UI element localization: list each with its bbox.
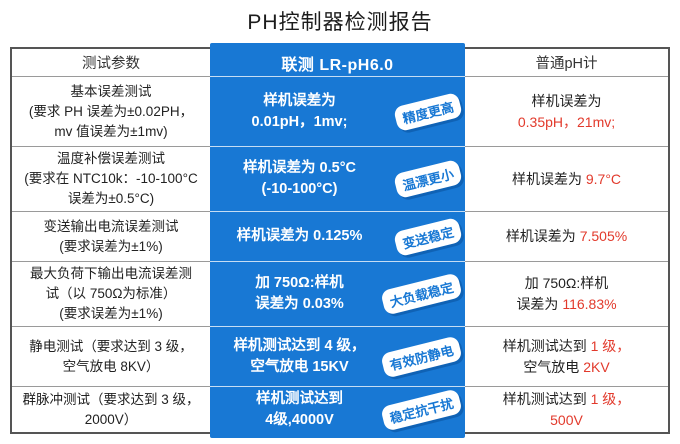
badge-big-load-stable: 大负载稳定 [380,272,463,316]
sample-value: 加 750Ω:样机 误差为 0.03% [255,275,344,312]
ordinary-max-load: 加 750Ω:样机 误差为 116.83% [465,262,668,327]
sample-value: 样机测试达到 4级,4000V [256,390,343,428]
ordinary-transmit-current: 样机误差为 7.505% [465,212,668,262]
badge-less-drift: 温漂更小 [392,158,464,200]
badge-stable-transmit: 变送稳定 [392,216,464,257]
sample-max-load: 加 750Ω:样机 误差为 0.03% 大负载稳定 [210,262,465,327]
ordinary-basic-error: 样机误差为 0.35pH，21mv; [465,77,668,147]
param-burst-test: 群脉冲测试（要求达到 3 级， 2000V） [12,387,210,432]
badge-higher-precision: 精度更高 [392,91,464,132]
header-ordinary-ph: 普通pH计 [465,49,668,77]
ordinary-static-test: 样机测试达到 1 级， 空气放电 2KV [465,327,668,387]
sample-burst-test: 样机测试达到 4级,4000V 稳定抗干扰 [210,387,465,432]
header-test-params: 测试参数 [12,49,210,77]
param-temp-compensation: 温度补偿误差测试 (要求在 NTC10k：-10-100°C 误差为±0.5°C… [12,147,210,212]
sample-value: 样机误差为 0.5°C (-10-100°C) [243,160,356,197]
sample-value: 样机测试达到 4 级， 空气放电 15KV [233,337,366,375]
param-max-load: 最大负荷下输出电流误差测 试（以 750Ω为标准） (要求误差为±1%) [12,262,210,327]
sample-static-test: 样机测试达到 4 级， 空气放电 15KV 有效防静电 [210,327,465,387]
header-lr-ph6: 联测 LR-pH6.0 [210,49,465,77]
param-transmit-current: 变送输出电流误差测试 (要求误差为±1%) [12,212,210,262]
param-static-test: 静电测试（要求达到 3 级， 空气放电 8KV） [12,327,210,387]
badge-anti-interference: 稳定抗干扰 [380,387,463,432]
page-title: PH控制器检测报告 [247,11,433,34]
sample-basic-error: 样机误差为 0.01pH，1mv; 精度更高 [210,77,465,147]
sample-value: 样机误差为 0.01pH，1mv; [251,92,348,130]
badge-anti-static: 有效防静电 [380,334,463,379]
sample-transmit-current: 样机误差为 0.125% 变送稳定 [210,212,465,262]
ordinary-burst-test: 样机测试达到 1 级， 500V [465,387,668,432]
comparison-table: 测试参数 联测 LR-pH6.0 普通pH计 基本误差测试 (要求 PH 误差为… [10,43,670,438]
sample-value: 样机误差为 0.125% [236,228,363,244]
ordinary-temp-compensation: 样机误差为 9.7°C [465,147,668,212]
table-grid: 测试参数 联测 LR-pH6.0 普通pH计 基本误差测试 (要求 PH 误差为… [12,49,668,432]
param-basic-error: 基本误差测试 (要求 PH 误差为±0.02PH， mv 值误差为±1mv) [12,77,210,147]
sample-temp-compensation: 样机误差为 0.5°C (-10-100°C) 温漂更小 [210,147,465,212]
